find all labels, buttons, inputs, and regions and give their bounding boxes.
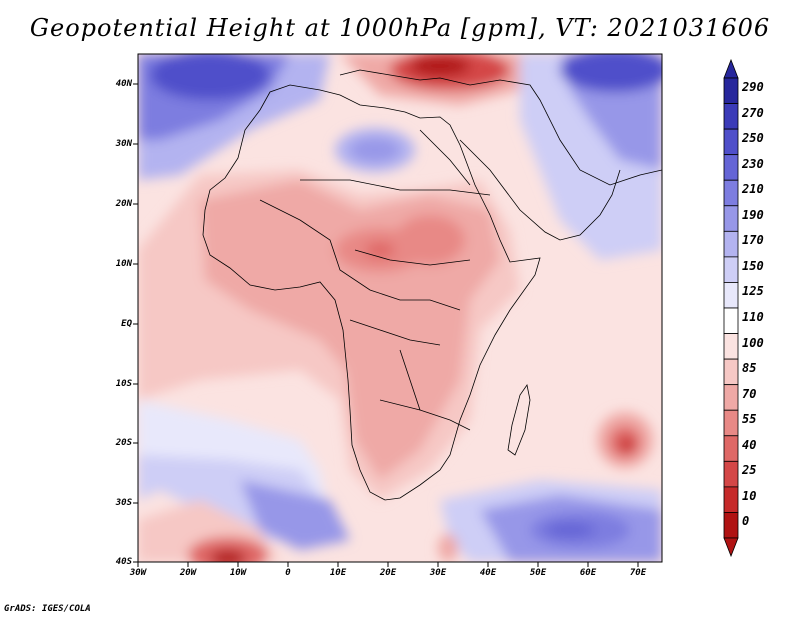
- colorbar-swatch: [723, 230, 739, 258]
- lon-label: 20E: [379, 568, 397, 578]
- colorbar-swatch: [723, 307, 739, 334]
- colorbar-label: 0: [742, 514, 750, 529]
- colorbar-label: 150: [742, 258, 764, 273]
- colorbar-label: 190: [742, 207, 764, 222]
- colorbar-swatch: [723, 486, 739, 513]
- lat-label: 30S: [115, 498, 132, 508]
- map-title: Geopotential Height at 1000hPa [gpm], VT…: [29, 14, 771, 42]
- lon-label: 60E: [579, 568, 597, 578]
- colorbar-label: 290: [742, 80, 764, 94]
- lat-label: 20N: [115, 199, 132, 209]
- colorbar-arrow-bottom: [723, 537, 739, 558]
- credit-text: GrADS: IGES/COLA: [4, 604, 91, 614]
- lon-label: 20W: [179, 568, 197, 578]
- colorbar-swatch: [723, 205, 739, 232]
- colorbar-label: 25: [742, 463, 757, 478]
- colorbar-arrow-top: [723, 58, 739, 79]
- lon-label: 30E: [429, 568, 447, 578]
- colorbar-label: 230: [742, 156, 764, 171]
- colorbar-label: 170: [742, 233, 764, 248]
- colorbar-swatch: [723, 512, 739, 539]
- height-field: [138, 54, 662, 562]
- colorbar-label: 125: [742, 284, 764, 299]
- lat-label: EQ: [121, 319, 132, 329]
- colorbar-swatch: [723, 282, 739, 309]
- lat-label: 10N: [115, 259, 132, 269]
- coastlines: [202, 69, 662, 501]
- colorbar-swatch: [723, 179, 739, 207]
- colorbar-swatch: [723, 358, 739, 386]
- colorbar-label: 110: [742, 310, 764, 324]
- lon-label: 0: [285, 568, 291, 578]
- lat-label: 30N: [115, 139, 132, 149]
- colorbar-label: 100: [742, 335, 764, 350]
- colorbar-swatch: [723, 77, 739, 104]
- lon-label: 10W: [229, 568, 247, 578]
- colorbar-swatch: [723, 384, 739, 411]
- colorbar-label: 270: [742, 105, 764, 120]
- colorbar-swatch: [723, 435, 739, 462]
- colorbar-label: 55: [742, 412, 757, 427]
- colorbar-label: 70: [742, 386, 757, 401]
- lon-label: 40E: [479, 568, 497, 578]
- plot-frame: [137, 53, 663, 563]
- colorbar-label: 85: [742, 361, 757, 376]
- colorbar-swatch: [723, 103, 739, 130]
- lon-label: 50E: [529, 568, 547, 578]
- colorbar-label: 210: [742, 182, 764, 197]
- lat-label: 10S: [115, 379, 132, 389]
- colorbar: [723, 58, 739, 558]
- lat-label: 20S: [115, 438, 132, 448]
- lon-label: 70E: [629, 568, 647, 578]
- lat-label: 40S: [115, 557, 132, 567]
- lon-label: 30W: [129, 568, 147, 578]
- colorbar-label: 10: [742, 488, 757, 503]
- colorbar-swatch: [723, 256, 739, 283]
- colorbar-swatch: [723, 460, 739, 488]
- colorbar-label: 250: [742, 131, 764, 146]
- lon-label: 10E: [329, 568, 347, 578]
- colorbar-swatch: [723, 128, 739, 156]
- colorbar-swatch: [723, 333, 739, 360]
- lat-label: 40N: [115, 79, 132, 89]
- colorbar-label: 40: [742, 437, 757, 452]
- colorbar-swatch: [723, 154, 739, 181]
- colorbar-swatch: [723, 409, 739, 437]
